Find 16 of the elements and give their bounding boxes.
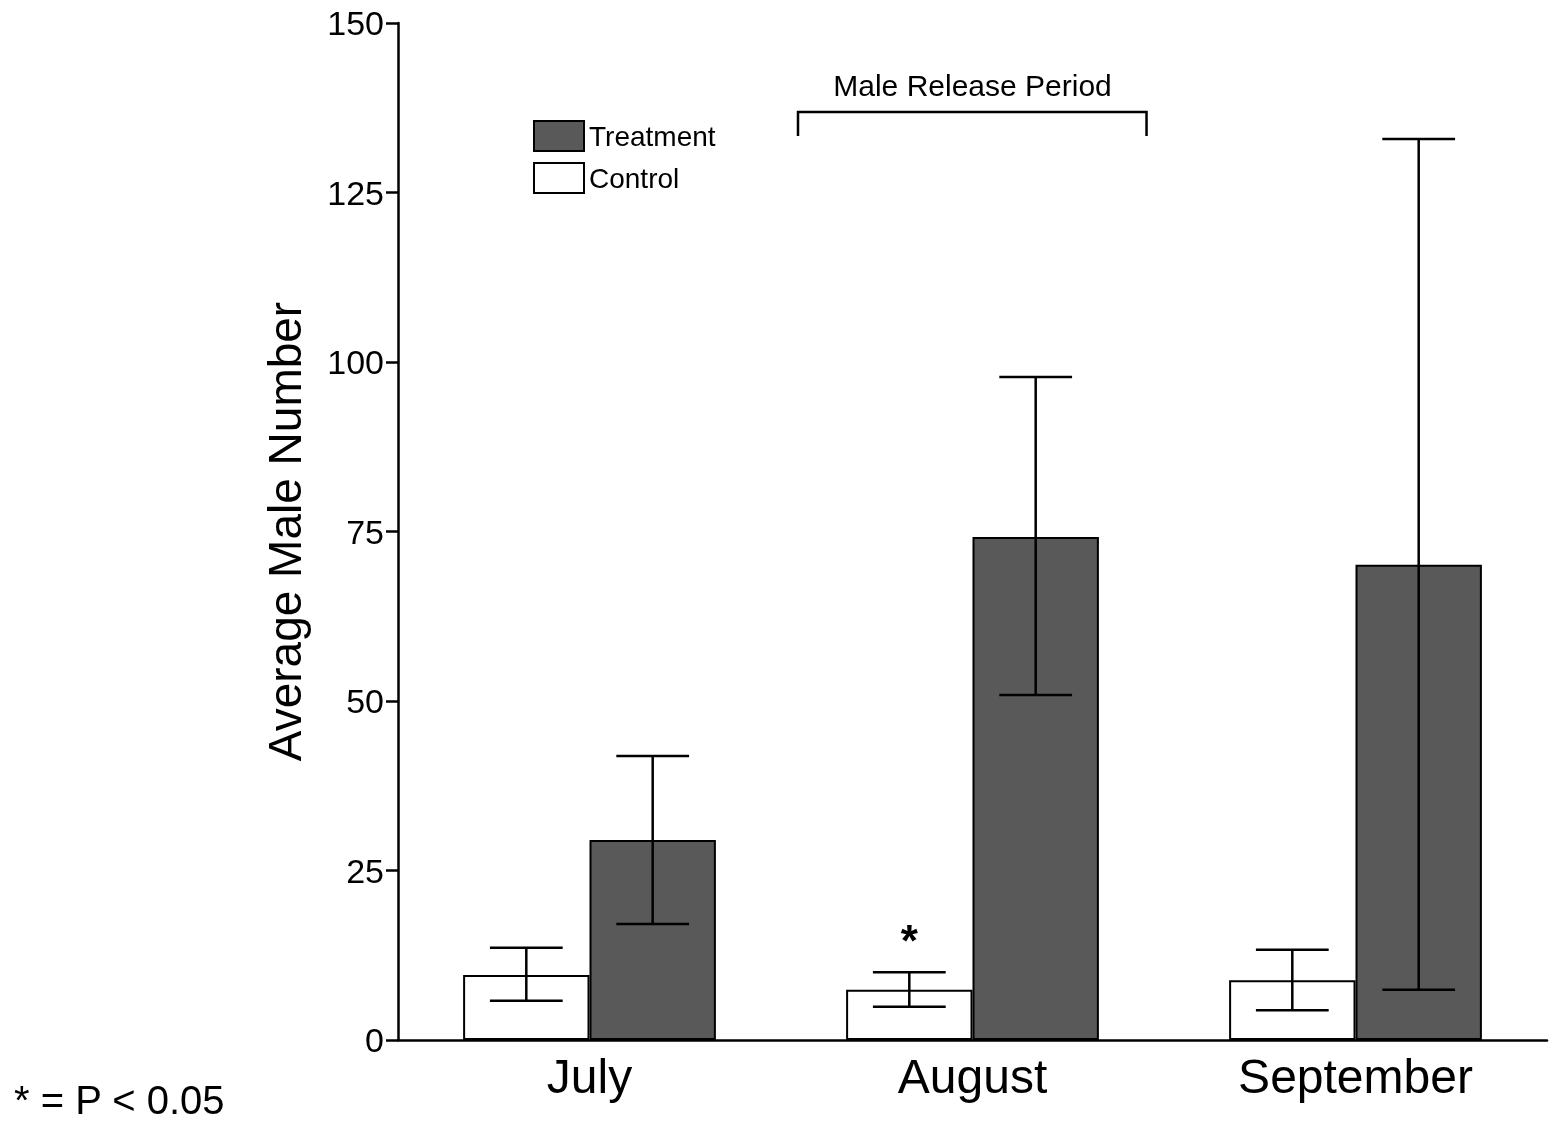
y-tick-label: 50 xyxy=(346,682,384,720)
legend-label: Treatment xyxy=(589,120,716,152)
x-tick-label: July xyxy=(546,1049,633,1103)
y-tick-label: 125 xyxy=(327,173,384,212)
x-tick-label: August xyxy=(897,1049,1048,1103)
text: * = P < 0.05 xyxy=(14,1078,225,1123)
y-axis-title: Average Male Number xyxy=(259,301,311,762)
y-tick-label: 100 xyxy=(327,343,384,381)
annotation: Male Release Period xyxy=(833,68,1112,102)
y-tick-label: 25 xyxy=(346,851,384,890)
x-tick-label: September xyxy=(1238,1049,1473,1103)
y-tick-label: 75 xyxy=(346,512,384,551)
legend-label: Control xyxy=(589,162,680,194)
annotation: * xyxy=(900,915,919,965)
y-tick-label: 150 xyxy=(327,4,384,42)
y-tick-label: 0 xyxy=(365,1021,384,1059)
